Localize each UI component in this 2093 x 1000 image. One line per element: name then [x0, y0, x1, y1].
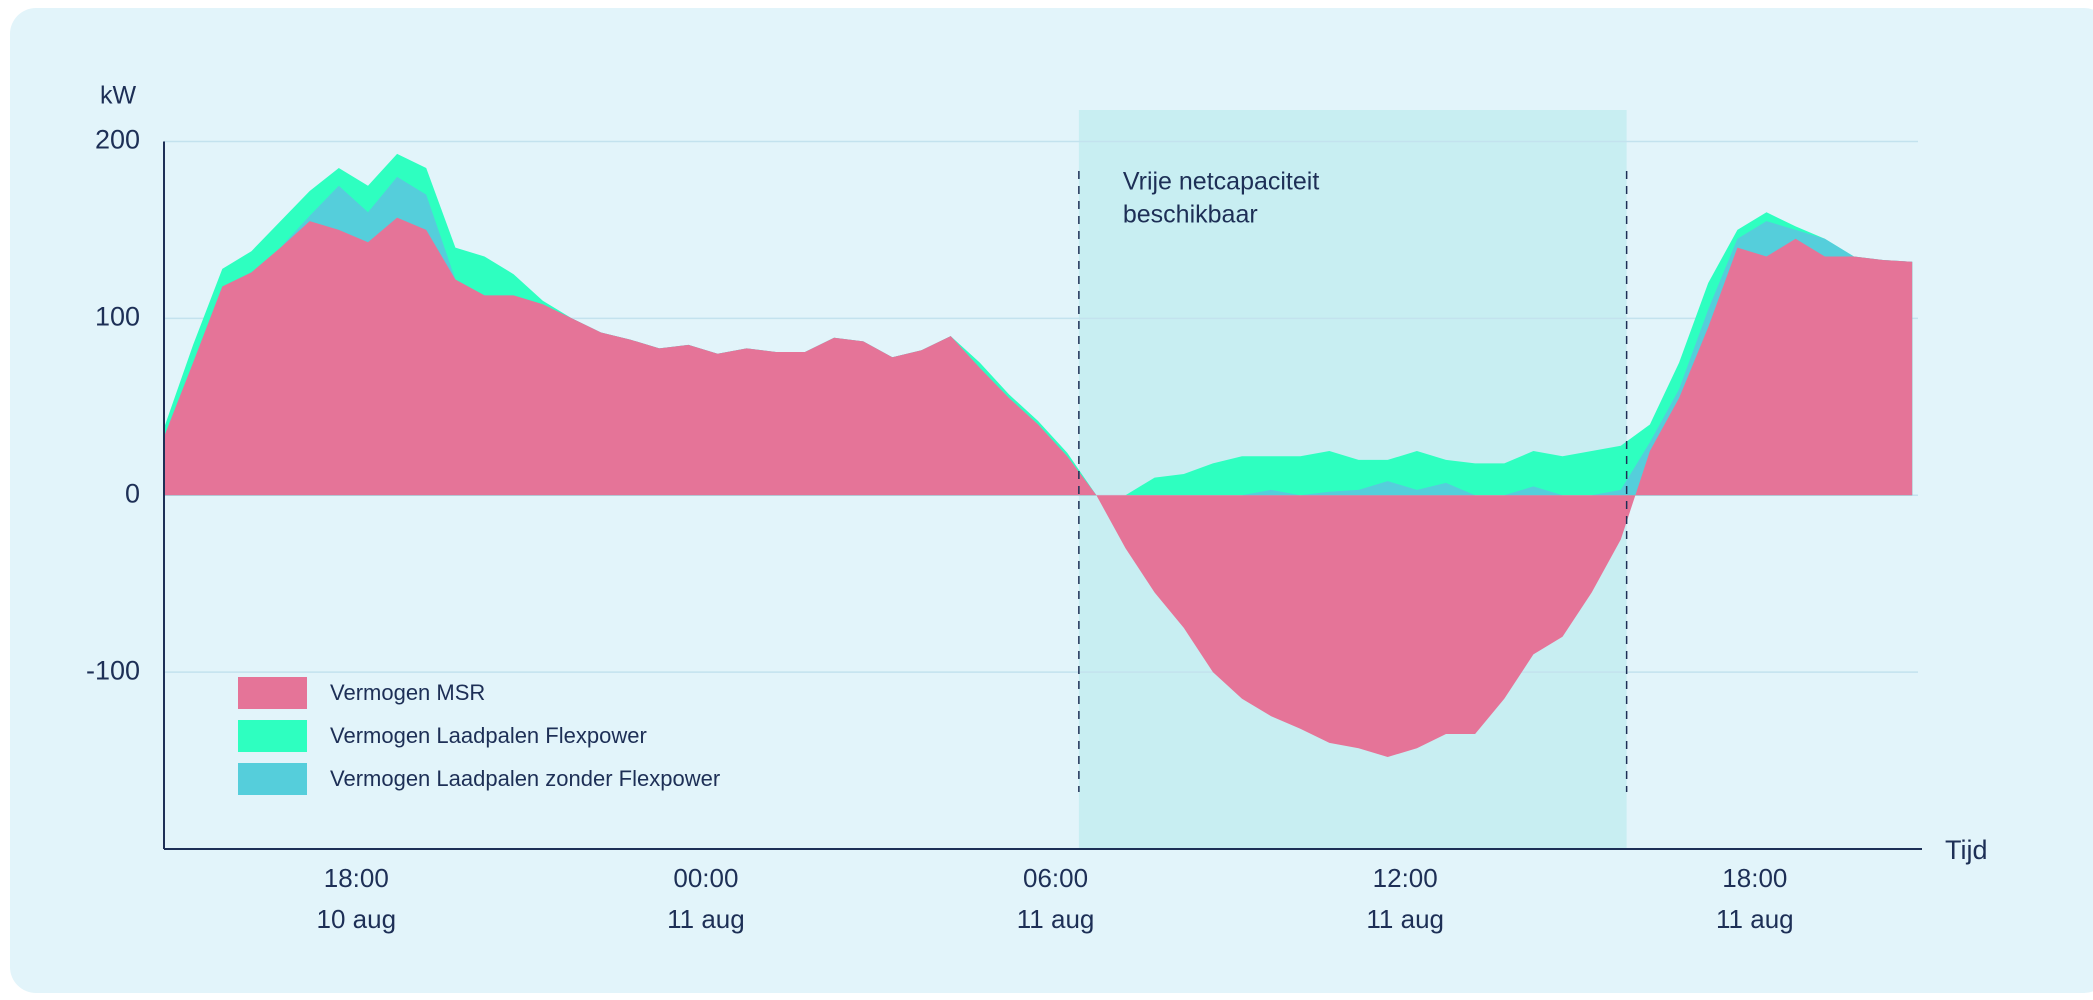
x-tick-label: 06:00: [1023, 863, 1088, 893]
x-tick-date: 11 aug: [1017, 904, 1095, 934]
highlight-label: beschikbaar: [1123, 201, 1258, 229]
legend-label: Vermogen Laadpalen Flexpower: [330, 723, 647, 748]
card-background: [10, 8, 2093, 993]
legend-swatch: [238, 677, 307, 709]
legend-label: Vermogen MSR: [330, 680, 485, 705]
x-tick-date: 11 aug: [1366, 904, 1444, 934]
x-axis-label: Tijd: [1945, 835, 1988, 865]
y-tick-label: 0: [125, 478, 140, 508]
x-tick-label: 18:00: [324, 863, 389, 893]
highlight-label: Vrije netcapaciteit: [1123, 168, 1319, 196]
y-tick-label: 200: [95, 125, 140, 155]
area: [164, 217, 1913, 758]
x-tick-date: 10 aug: [317, 904, 397, 934]
x-tick-date: 11 aug: [1716, 904, 1794, 934]
legend-swatch: [238, 720, 307, 752]
y-tick-label: -100: [86, 655, 140, 685]
legend-swatch: [238, 763, 307, 795]
y-axis-unit: kW: [100, 82, 137, 110]
x-tick-label: 12:00: [1373, 863, 1438, 893]
x-tick-label: 18:00: [1722, 863, 1787, 893]
y-tick-label: 100: [95, 302, 140, 332]
legend-label: Vermogen Laadpalen zonder Flexpower: [330, 766, 720, 791]
x-tick-date: 11 aug: [667, 904, 745, 934]
x-tick-label: 00:00: [673, 863, 738, 893]
